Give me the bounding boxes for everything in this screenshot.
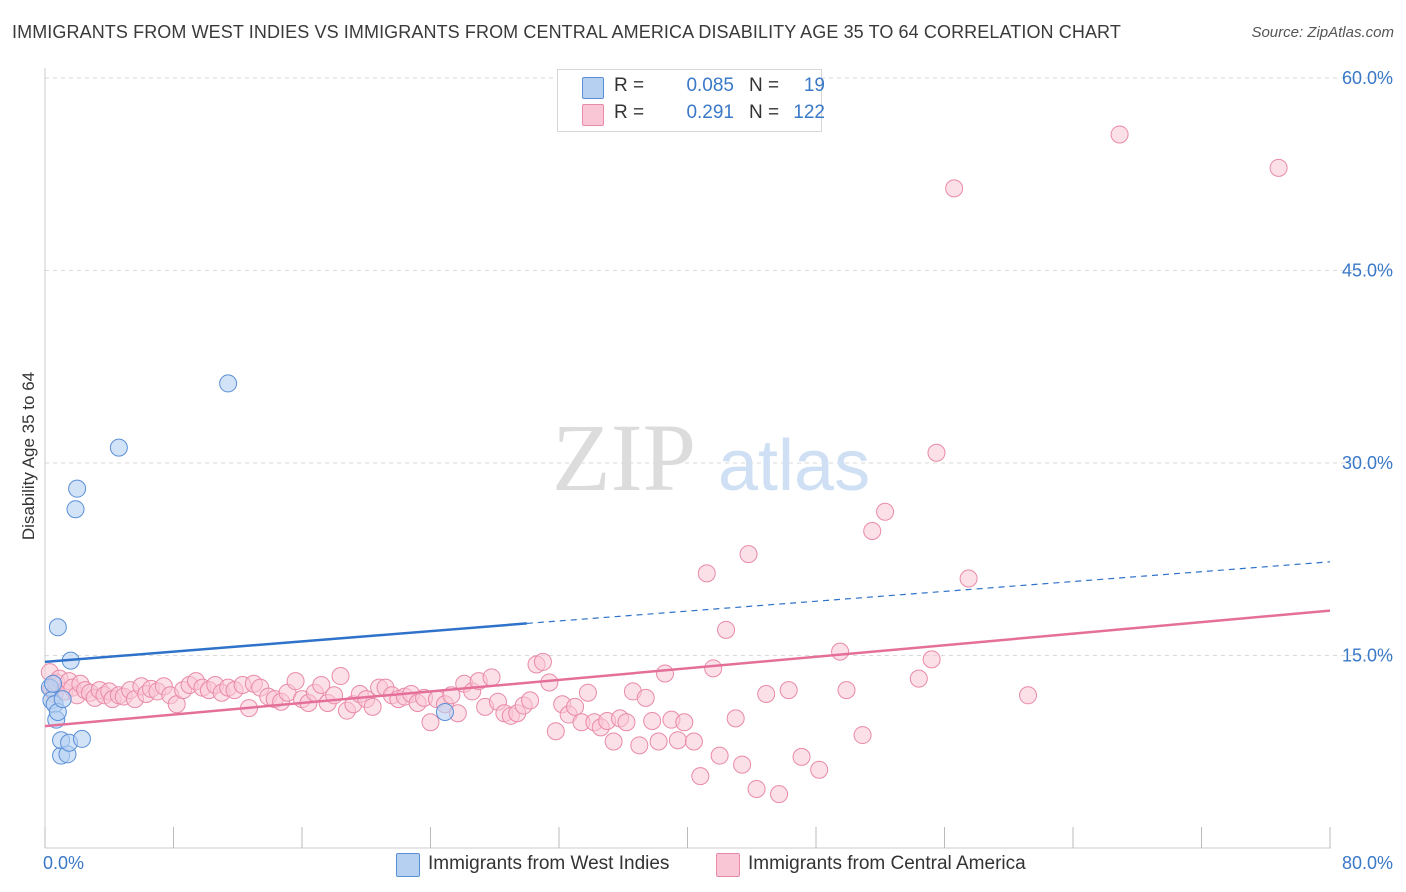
central-america-point bbox=[1019, 686, 1038, 705]
y-tick-label: 15.0% bbox=[1342, 646, 1393, 666]
central-america-point bbox=[853, 726, 872, 745]
central-america-point bbox=[757, 685, 776, 703]
n-label: N = bbox=[749, 75, 780, 96]
central-america-point bbox=[630, 736, 649, 755]
central-america-point bbox=[691, 767, 710, 786]
x-tick-label: 0.0% bbox=[43, 853, 84, 873]
y-tick-label: 30.0% bbox=[1342, 453, 1393, 473]
central-america-point bbox=[959, 569, 978, 588]
correlation-legend: R = 0.085 N = 19 R = 0.291 N = 122 bbox=[557, 69, 825, 132]
central-america-point bbox=[521, 691, 540, 710]
central-america-point bbox=[810, 760, 829, 779]
central-america-point bbox=[710, 746, 729, 765]
r-label: R = bbox=[614, 102, 645, 123]
x-tick-label: 80.0% bbox=[1342, 853, 1393, 873]
central-america-legend-swatch bbox=[716, 853, 740, 877]
central-america-trend-line bbox=[44, 609, 1331, 728]
central-america-point bbox=[704, 659, 723, 678]
central-america-point bbox=[863, 522, 882, 541]
central-america-point bbox=[909, 669, 928, 688]
central-america-point bbox=[312, 676, 331, 695]
central-america-point bbox=[636, 688, 655, 707]
y-tick-label: 45.0% bbox=[1342, 261, 1393, 281]
central-america-point bbox=[668, 731, 687, 750]
central-america-point bbox=[286, 672, 305, 691]
central-america-point bbox=[675, 713, 694, 732]
central-america-point bbox=[1110, 125, 1129, 144]
central-america-swatch bbox=[582, 104, 604, 126]
axes bbox=[44, 68, 1331, 849]
central-america-point bbox=[831, 642, 850, 661]
west-indies-point bbox=[219, 374, 238, 393]
central-america-point bbox=[533, 652, 552, 671]
n-value: 19 bbox=[803, 75, 825, 96]
central-america-point bbox=[684, 732, 703, 751]
trend-lines bbox=[44, 561, 1331, 728]
central-america-point bbox=[837, 681, 856, 700]
central-america-point bbox=[747, 779, 766, 798]
y-axis-label: Disability Age 35 to 64 bbox=[19, 372, 38, 540]
central-america-point bbox=[1269, 158, 1288, 177]
central-america-point bbox=[779, 681, 798, 700]
legend-label: Immigrants from West Indies bbox=[428, 853, 670, 874]
y-tick-label: 60.0% bbox=[1342, 68, 1393, 88]
west-indies-point bbox=[48, 618, 67, 637]
central-america-point bbox=[421, 713, 440, 732]
west-indies-swatch bbox=[582, 77, 604, 99]
central-america-point bbox=[604, 732, 623, 751]
central-america-point bbox=[649, 732, 668, 751]
watermark-atlas: atlas bbox=[718, 426, 870, 506]
central-america-point bbox=[578, 683, 597, 702]
west-indies-trend-line bbox=[44, 622, 527, 664]
central-america-point bbox=[945, 179, 964, 198]
r-label: R = bbox=[614, 75, 645, 96]
legend-label: Immigrants from Central America bbox=[748, 853, 1026, 874]
central-america-point bbox=[697, 564, 716, 583]
west-indies-point bbox=[53, 690, 72, 709]
central-america-point bbox=[331, 667, 350, 686]
central-america-point bbox=[482, 668, 501, 687]
central-america-point bbox=[726, 709, 745, 728]
west-indies-point bbox=[66, 500, 85, 519]
central-america-point bbox=[733, 755, 752, 774]
central-america-point bbox=[643, 711, 662, 730]
central-america-point bbox=[363, 697, 382, 716]
west-indies-point bbox=[72, 729, 91, 748]
central-america-point bbox=[656, 664, 675, 683]
central-america-point bbox=[922, 650, 941, 669]
r-value: 0.085 bbox=[686, 75, 734, 96]
central-america-point bbox=[792, 747, 811, 766]
central-america-point bbox=[739, 545, 758, 564]
tick-labels: 15.0% 30.0% 45.0% 60.0% 0.0% 80.0% bbox=[43, 68, 1393, 873]
west-indies-point bbox=[44, 674, 63, 693]
gridlines bbox=[45, 77, 1392, 656]
source-note: Source: ZipAtlas.com bbox=[1251, 24, 1394, 41]
west-indies-point bbox=[109, 438, 128, 457]
central-america-point bbox=[927, 443, 946, 462]
central-america-point bbox=[566, 697, 585, 716]
watermark-zip: ZIP bbox=[552, 404, 696, 511]
r-value: 0.291 bbox=[686, 102, 734, 123]
west-indies-trend-extension bbox=[526, 561, 1331, 625]
central-america-point bbox=[717, 620, 736, 639]
west-indies-point bbox=[68, 479, 87, 498]
central-america-point bbox=[617, 713, 636, 732]
central-america-point bbox=[770, 785, 789, 804]
n-value: 122 bbox=[793, 102, 825, 123]
n-label: N = bbox=[749, 102, 780, 123]
west-indies-point bbox=[435, 702, 454, 721]
west-indies-legend-swatch bbox=[396, 853, 420, 877]
central-america-point bbox=[876, 502, 895, 521]
central-america-point bbox=[546, 722, 565, 741]
chart-title: IMMIGRANTS FROM WEST INDIES VS IMMIGRANT… bbox=[12, 22, 1121, 42]
